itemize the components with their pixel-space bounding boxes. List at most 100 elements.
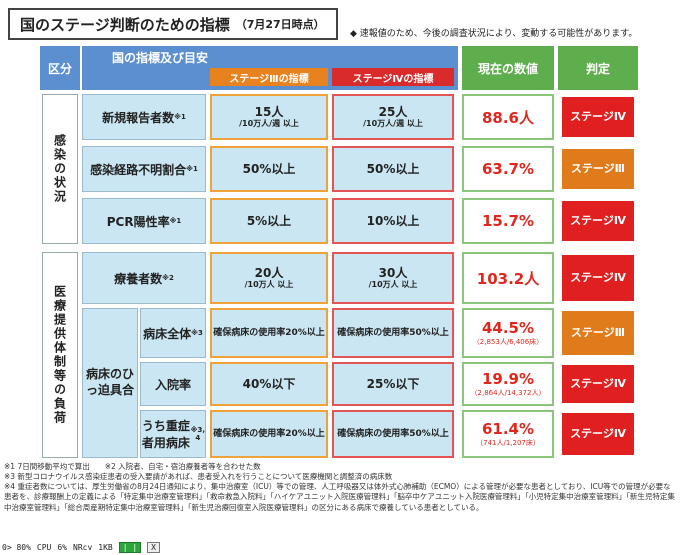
- stage4-main: 50%以上: [366, 161, 420, 176]
- row-label: 感染経路不明割合 ※1: [82, 146, 206, 192]
- row-label: 新規報告者数 ※1: [82, 94, 206, 140]
- stage4-main: 25%以下: [366, 376, 420, 391]
- row-label: 入院率: [140, 362, 206, 406]
- stage4-main: 25人: [378, 105, 408, 119]
- page-title: 国のステージ判断のための指標 （7月27日時点）: [8, 8, 338, 40]
- current-value: 19.9% （2,864人/14,372人）: [462, 362, 554, 406]
- stage4-threshold: 10%以上: [332, 198, 454, 244]
- row-label: 療養者数 ※2: [82, 252, 206, 304]
- stage3-main: 15人: [254, 105, 284, 119]
- row-label: 病床全体 ※3: [140, 308, 206, 358]
- status-pause-button[interactable]: | |: [118, 542, 142, 553]
- current-value: 61.4% （741人/1,207床）: [462, 410, 554, 458]
- stage3-threshold: 50%以上: [210, 146, 328, 192]
- header-kubun: 区分: [40, 46, 80, 90]
- stage-judge-text: ステージⅢ: [570, 161, 626, 175]
- stage3-main: 5%以上: [246, 213, 292, 228]
- category-bed-pressure: 病床のひっ迫具合: [82, 308, 138, 458]
- row-label-text: 新規報告者数: [102, 110, 175, 125]
- row-label-text: 入院率: [154, 377, 191, 392]
- stage3-threshold: 20人/10万人 以上: [210, 252, 328, 304]
- row-label-mark: ※3: [191, 329, 203, 337]
- footnote-3: ※4 重症者数については、厚生労働省の8月24日通知により、集中治療室（ICU）…: [4, 482, 675, 512]
- status-bar: 0> 80% CPU 6% NRcv 1KB | | X: [0, 540, 680, 555]
- stage-judge-text: ステージⅣ: [570, 376, 626, 390]
- stage4-threshold: 確保病床の使用率50%以上: [332, 308, 454, 358]
- current-value: 15.7%: [462, 198, 554, 244]
- status-cpu-label: CPU: [36, 543, 52, 552]
- row-label-mark: ※2: [162, 274, 174, 282]
- stage-judge-badge: ステージⅣ: [562, 413, 634, 455]
- stage4-threshold: 25%以下: [332, 362, 454, 406]
- current-value-text: 15.7%: [481, 212, 535, 230]
- current-value: 44.5% （2,853人/6,406床）: [462, 308, 554, 358]
- row-label-text: PCR陽性率: [106, 214, 170, 229]
- header-judge: 判定: [558, 46, 638, 90]
- stage4-main: 30人: [378, 266, 408, 280]
- current-value: 63.7%: [462, 146, 554, 192]
- stage3-threshold: 確保病床の使用率20%以上: [210, 308, 328, 358]
- row-label: PCR陽性率 ※1: [82, 198, 206, 244]
- footnote-2: ※3 新型コロナウイルス感染症患者の受入要請があれば、患者受入れを行うことについ…: [4, 472, 393, 482]
- row-label-text: 療養者数: [114, 271, 163, 286]
- stage4-sub: /10万人 以上: [368, 280, 418, 290]
- row-label-text: うち重症者用病床: [141, 419, 190, 450]
- current-value-text: 19.9%: [481, 370, 535, 388]
- status-cpu-value: 6%: [57, 543, 67, 552]
- stage4-main: 10%以上: [366, 213, 420, 228]
- stage3-threshold: 40%以下: [210, 362, 328, 406]
- current-value-sub: （2,864人/14,372人）: [470, 389, 546, 397]
- status-nrcv-label: NRcv: [73, 543, 93, 552]
- current-value-text: 61.4%: [481, 420, 535, 438]
- stage-judge-text: ステージⅢ: [570, 325, 626, 339]
- stage3-threshold: 確保病床の使用率20%以上: [210, 410, 328, 458]
- header-stage3: ステージⅢの指標: [210, 68, 328, 86]
- row-label-mark: ※1: [169, 217, 182, 225]
- stage-judge-text: ステージⅣ: [570, 213, 626, 227]
- stage-judge-badge: ステージⅣ: [562, 255, 634, 301]
- header-indicator: 国の指標及び目安: [82, 46, 458, 68]
- stage3-main: 40%以下: [242, 376, 296, 391]
- stage3-main: 20人: [254, 266, 284, 280]
- stage4-threshold: 30人/10万人 以上: [332, 252, 454, 304]
- row-label: うち重症者用病床 ※3, 4: [140, 410, 206, 458]
- current-value: 88.6人: [462, 94, 554, 140]
- current-value-text: 103.2人: [476, 269, 540, 288]
- stage-judge-badge: ステージⅢ: [562, 311, 634, 355]
- current-value-sub: （2,853人/6,406床）: [472, 338, 544, 346]
- header-stage4: ステージⅣの指標: [332, 68, 454, 86]
- row-label-text: 病床全体: [143, 326, 192, 341]
- category-medical: 医療提供体制等の負荷: [42, 252, 78, 458]
- status-close-button[interactable]: X: [147, 542, 160, 553]
- status-zoom: 0> 80%: [2, 543, 31, 552]
- stage-judge-badge: ステージⅣ: [562, 97, 634, 137]
- stage4-main: 確保病床の使用率50%以上: [337, 428, 449, 439]
- stage3-threshold: 5%以上: [210, 198, 328, 244]
- stage3-main: 確保病床の使用率20%以上: [213, 428, 325, 439]
- top-note: ◆ 速報値のため、今後の調査状況により、変動する可能性があります。: [350, 29, 638, 39]
- row-label-text: 感染経路不明割合: [90, 162, 187, 177]
- stage4-threshold: 50%以上: [332, 146, 454, 192]
- row-label-mark: ※1: [174, 113, 186, 121]
- stage3-main: 確保病床の使用率20%以上: [213, 327, 325, 338]
- stage-judge-badge: ステージⅢ: [562, 149, 634, 189]
- current-value: 103.2人: [462, 252, 554, 304]
- current-value-sub: （741人/1,207床）: [476, 439, 540, 447]
- stage3-sub: /10万人/週 以上: [239, 119, 299, 129]
- stage3-threshold: 15人/10万人/週 以上: [210, 94, 328, 140]
- stage4-threshold: 25人/10万人/週 以上: [332, 94, 454, 140]
- current-value-text: 44.5%: [481, 319, 535, 337]
- current-value-text: 88.6人: [481, 108, 534, 127]
- status-kb: 1KB: [98, 543, 113, 552]
- stage-judge-text: ステージⅣ: [570, 426, 626, 440]
- stage-judge-text: ステージⅣ: [570, 270, 626, 284]
- stage-judge-badge: ステージⅣ: [562, 201, 634, 241]
- header-current: 現在の数値: [462, 46, 554, 90]
- stage-judge-text: ステージⅣ: [570, 109, 626, 123]
- stage-judge-badge: ステージⅣ: [562, 365, 634, 403]
- stage4-sub: /10万人/週 以上: [363, 119, 423, 129]
- row-label-mark: ※1: [186, 165, 198, 173]
- category-infection: 感染の状況: [42, 94, 78, 244]
- footnotes: ※1 7日間移動平均で算出 ※2 入院者、自宅・宿泊療養者等を合わせた数 ※3 …: [4, 462, 676, 513]
- current-value-text: 63.7%: [481, 160, 535, 178]
